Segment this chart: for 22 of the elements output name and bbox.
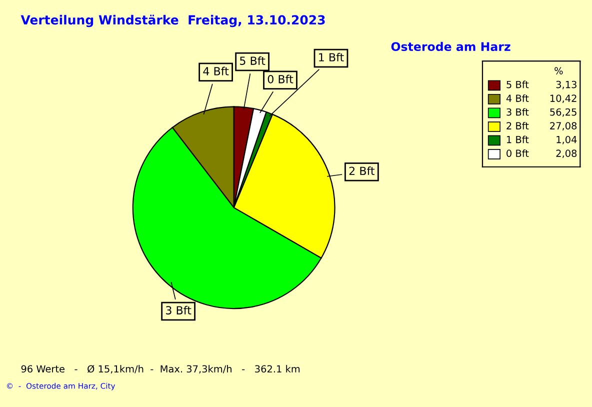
legend-label: 1 Bft xyxy=(506,136,529,144)
legend-label: 4 Bft xyxy=(506,94,529,102)
legend-label: 2 Bft xyxy=(506,122,529,130)
slice-label: 3 Bft xyxy=(166,306,192,314)
slice-label: 4 Bft xyxy=(203,66,229,76)
slice-label: 5 Bft xyxy=(240,56,266,65)
data-label: 2,08 xyxy=(556,150,577,158)
slice-label: 0 Bft xyxy=(268,74,294,84)
data-label: 3,13 xyxy=(556,80,576,90)
data-label: 10,42 xyxy=(550,94,576,103)
slice-label: 1 Bft xyxy=(319,52,344,62)
chart-subtitle: Osterode am Harz xyxy=(391,42,510,52)
text: 96 Werte - Ø 15,1km/h - Max. 37,3km/h - 362.1 km xyxy=(21,365,300,374)
data-label: 27,08 xyxy=(550,122,577,130)
legend-label: 5 Bft xyxy=(506,80,529,88)
data-label: 56,25 xyxy=(550,108,576,117)
legend-label: 3 Bft xyxy=(506,108,529,116)
data-label: 1,04 xyxy=(556,136,577,144)
legend-title: % xyxy=(554,67,563,74)
chart-title: Verteilung Windstärke Freitag, 13.10.2023 xyxy=(20,14,325,28)
slice-label: 2 Bft xyxy=(349,166,375,175)
legend-label: 0 Bft xyxy=(506,149,529,157)
